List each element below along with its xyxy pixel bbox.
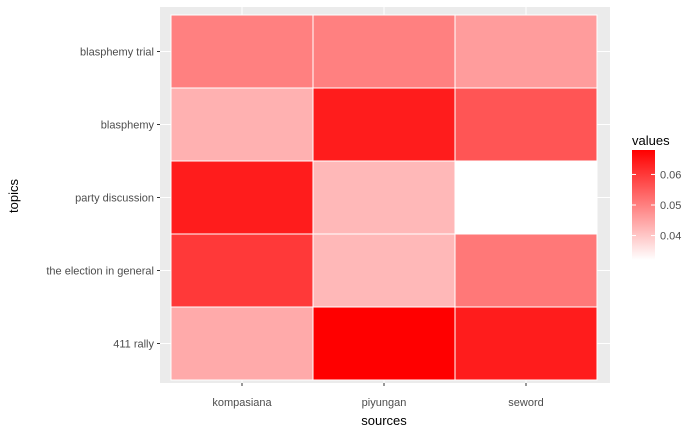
y-axis-title: topics <box>6 179 21 213</box>
legend-colorbar <box>632 150 655 260</box>
heatmap-tiles <box>170 14 598 381</box>
x-axis: kompasiana piyungan seword <box>212 383 544 409</box>
legend-tick-label: 0.06 <box>660 169 681 181</box>
heatmap-tile <box>312 160 456 235</box>
x-tick-label: kompasiana <box>212 397 272 409</box>
x-tick-label: piyungan <box>362 397 407 409</box>
heatmap-tile <box>454 160 598 235</box>
legend-title: values <box>632 133 670 148</box>
heatmap-tile <box>312 306 456 381</box>
y-axis: blasphemy trial blasphemy party discussion… <box>46 47 160 351</box>
heatmap-tile <box>312 87 456 162</box>
y-tick-label: blasphemy trial <box>80 47 154 59</box>
legend: values 0.04 0.05 0.06 <box>632 133 681 260</box>
y-tick-label: party discussion <box>75 193 154 205</box>
heatmap-tile <box>454 233 598 308</box>
y-tick-label: blasphemy <box>101 120 155 132</box>
legend-tick-label: 0.04 <box>660 231 681 243</box>
heatmap-tile <box>170 87 314 162</box>
heatmap-tile <box>170 306 314 381</box>
heatmap-tile <box>454 14 598 89</box>
y-tick-label: the election in general <box>46 266 154 278</box>
heatmap-tile <box>312 233 456 308</box>
x-tick-label: seword <box>508 397 543 409</box>
heatmap-tile <box>312 14 456 89</box>
x-axis-title: sources <box>361 413 407 428</box>
legend-tick-label: 0.05 <box>660 200 681 212</box>
heatmap-tile <box>170 14 314 89</box>
heatmap-tile <box>454 87 598 162</box>
heatmap-tile <box>170 160 314 235</box>
y-tick-label: 411 rally <box>113 339 154 351</box>
heatmap-tile <box>454 306 598 381</box>
heatmap-tile <box>170 233 314 308</box>
legend-ticks: 0.04 0.05 0.06 <box>632 169 681 243</box>
